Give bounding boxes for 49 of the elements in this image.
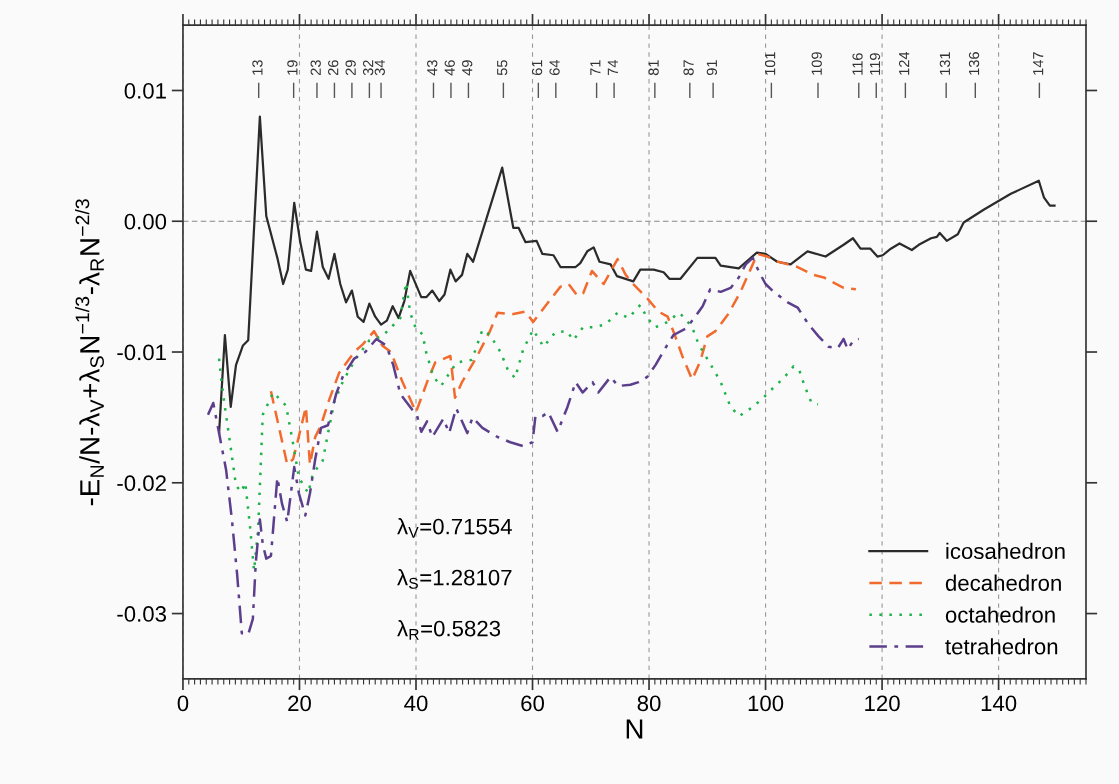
- x-tick-label: 80: [637, 695, 661, 712]
- y-tick-label: -0.02: [117, 475, 166, 492]
- annotation: λ$_{S}$=1.28107: [397, 569, 512, 589]
- x2-tick-label: 131: [939, 52, 951, 75]
- x2-tick-label: 116: [852, 53, 863, 75]
- y-tick-label: -0.01: [117, 344, 166, 361]
- x2-tick-label: 19: [287, 60, 298, 75]
- x-tick-label: 120: [865, 695, 900, 712]
- x2-tick-label: 81: [648, 60, 659, 76]
- x2-tick-label: 32: [362, 60, 374, 76]
- x2-tick-label: 124: [898, 51, 910, 75]
- x2-tick-label: 91: [706, 60, 718, 76]
- x-tick-label: 60: [521, 695, 545, 712]
- x-tick-label: 0: [177, 695, 189, 712]
- x2-tick-label: 87: [683, 60, 694, 76]
- x2-tick-label: 61: [531, 60, 543, 76]
- annotation: λ$_{R}$=0.5823: [397, 620, 501, 640]
- legend-label: tetrahedron: [945, 638, 1058, 655]
- x-axis-title: N: [626, 719, 643, 739]
- annotation: λ$_{V}$=0.71554: [397, 518, 512, 538]
- x2-tick-label: 26: [328, 60, 339, 76]
- x2-tick-label: 55: [497, 60, 508, 76]
- text: -E$_{N}$/N-λ$_{V}$+λ$_{S}$N$^{−1/3}$-λ$_{R}$N$^{−2/3}$: [75, 199, 104, 506]
- x2-tick-label: 29: [345, 60, 356, 76]
- legend-label: icosahedron: [946, 542, 1065, 560]
- x2-tick-label: 43: [427, 60, 438, 76]
- y-tick-label: -0.03: [117, 606, 167, 622]
- x2-tick-label: 13: [252, 60, 263, 75]
- legend-label: octahedron: [945, 606, 1055, 623]
- x2-tick-label: 64: [549, 59, 560, 76]
- x2-tick-label: 49: [462, 60, 473, 76]
- x2-tick-label: 101: [764, 52, 776, 75]
- y-tick-label: 0.00: [124, 213, 167, 230]
- legend-label: decahedron: [945, 574, 1061, 591]
- x2-tick-label: 71: [590, 60, 601, 76]
- x-tick-label: 40: [404, 695, 428, 712]
- x-tick-label: 20: [288, 695, 311, 712]
- x2-tick-label: 74: [607, 59, 618, 76]
- y-tick-label: 0.01: [124, 83, 166, 99]
- x-tick-label: 140: [981, 695, 1017, 712]
- x2-tick-label: 46: [444, 60, 455, 76]
- x2-tick-label: 109: [811, 52, 822, 75]
- x2-tick-label: 147: [1033, 52, 1044, 75]
- x2-tick-label: 23: [310, 60, 321, 76]
- x-tick-label: 100: [748, 695, 784, 712]
- x2-tick-label: 136: [968, 52, 980, 75]
- line-series: [269, 252, 858, 466]
- x2-tick-label: 34: [374, 59, 385, 76]
- x2-tick-label: 119: [869, 53, 881, 75]
